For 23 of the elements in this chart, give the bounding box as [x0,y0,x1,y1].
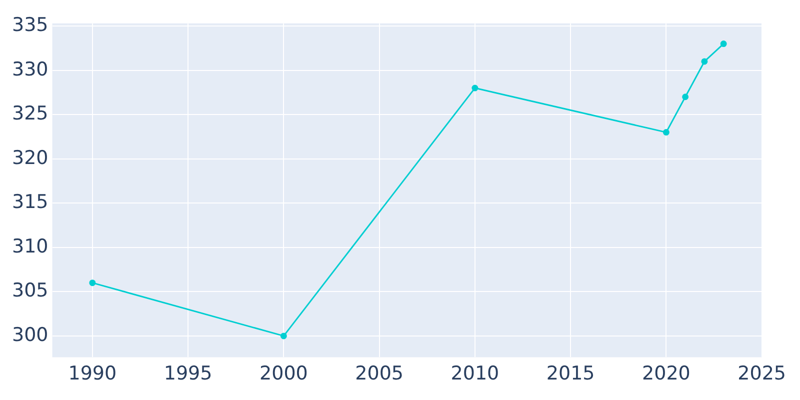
y-tick-label: 320 [12,146,48,169]
y-tick-label: 330 [12,58,48,80]
point [89,280,96,286]
x-tick-label: 2000 [260,362,308,385]
x-tick-label: 1990 [68,362,117,385]
y-tick-label: 305 [12,280,48,302]
y-tick-label: 300 [12,324,48,346]
x-tick-label: 2005 [355,362,404,385]
point [280,332,287,340]
x-tick-label: 2020 [642,362,690,385]
point [701,58,708,65]
point [662,129,670,136]
y-tick-label: 335 [12,14,48,36]
point [472,84,478,92]
point [682,94,689,100]
x-tick-label: 2025 [738,362,786,385]
y-tick-label: 325 [12,102,48,125]
x-tick-label: 2015 [546,362,595,385]
y-tick-label: 315 [12,191,48,214]
x-tick-label: 2010 [450,362,500,385]
x-tick-label: 1995 [164,362,212,385]
y-tick-label: 310 [12,235,48,258]
point [720,40,727,48]
